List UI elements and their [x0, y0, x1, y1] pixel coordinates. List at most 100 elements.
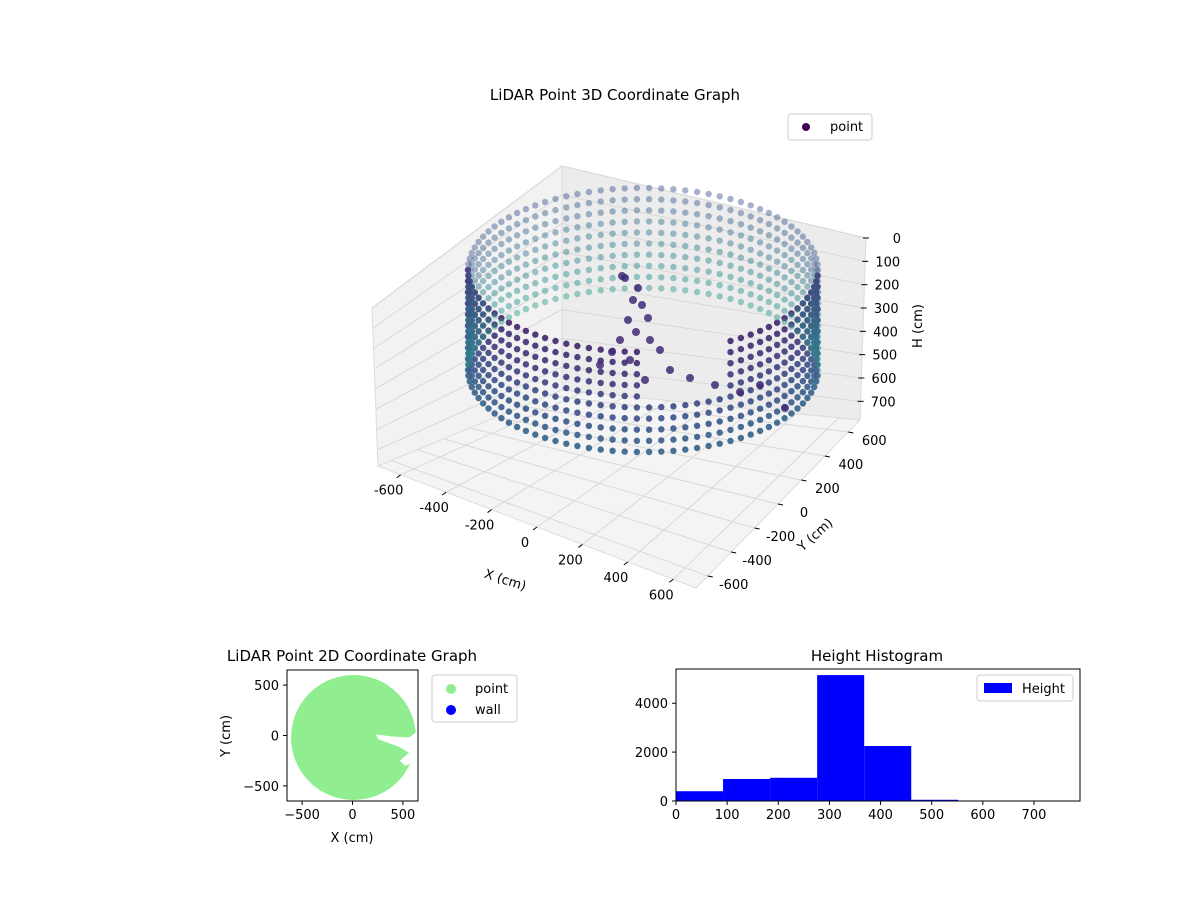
point-3d — [737, 209, 745, 217]
point-3d — [794, 295, 801, 302]
point-3d — [609, 403, 616, 410]
point-3d — [645, 415, 653, 422]
point-3d — [756, 427, 764, 435]
point-3d — [658, 448, 665, 455]
point-3d — [645, 184, 653, 192]
point-3d — [475, 383, 482, 391]
point-3d — [814, 283, 821, 290]
x-tick-label-2d: −500 — [284, 808, 320, 823]
point-3d — [645, 284, 653, 292]
point-3d — [811, 338, 818, 345]
point-3d — [705, 235, 712, 242]
point-3d — [585, 355, 593, 363]
point-3d — [682, 231, 689, 239]
point-3d — [464, 344, 472, 351]
point-3d — [693, 255, 701, 262]
point-3d — [597, 424, 604, 431]
point-3d-object — [711, 381, 719, 389]
point-3d — [552, 393, 559, 400]
point-3d — [498, 359, 505, 366]
point-3d — [788, 388, 795, 395]
point-3d — [633, 437, 641, 444]
point-3d — [479, 233, 487, 240]
point-3d — [522, 416, 530, 423]
legend-3d-box — [787, 113, 873, 141]
point-3d — [808, 345, 815, 352]
point-3d — [621, 218, 628, 225]
z-axis-label-3d: H (cm) — [911, 304, 926, 348]
y-tick-label-3d: -200 — [766, 530, 796, 545]
point-3d — [799, 377, 807, 385]
point-3d — [498, 315, 505, 322]
point-3d — [522, 383, 530, 390]
point-3d — [773, 419, 781, 426]
point-3d — [609, 414, 616, 421]
point-3d — [468, 316, 475, 323]
point-3d — [781, 263, 788, 270]
x-tick-label-3d: -400 — [419, 501, 449, 516]
point-3d — [799, 233, 807, 240]
point-3d — [716, 396, 723, 403]
point-3d — [475, 306, 482, 313]
point-3d — [765, 265, 773, 272]
point-3d — [597, 346, 604, 353]
point-3d — [574, 442, 581, 450]
legend-2d-label-point: point — [475, 682, 508, 697]
point-3d — [794, 372, 801, 379]
point-3d — [475, 327, 482, 334]
point-3d-object — [629, 296, 637, 304]
point-3d — [563, 351, 570, 358]
legend-2d: point wall — [431, 674, 518, 723]
point-3d — [670, 403, 677, 410]
point-3d — [756, 272, 764, 279]
point-3d — [574, 398, 581, 405]
point-3d — [645, 426, 653, 433]
point-3d — [658, 437, 665, 444]
point-3d — [465, 327, 472, 335]
point-3d — [532, 268, 539, 276]
z-tick-label-3d: 200 — [875, 279, 900, 294]
plot-2d: LiDAR Point 2D Coordinate Graph −500 0 500… — [219, 647, 518, 846]
point-3d — [532, 353, 539, 360]
point-3d — [645, 229, 653, 236]
point-3d — [485, 338, 492, 345]
x-tick-label-3d: 200 — [558, 553, 583, 568]
point-3d — [498, 337, 505, 344]
point-3d — [765, 309, 773, 317]
point-3d-object — [616, 336, 624, 344]
point-3d — [727, 284, 734, 292]
point-3d — [585, 266, 593, 273]
point-3d — [532, 202, 539, 209]
point-3d — [756, 228, 764, 235]
point-3d — [765, 423, 773, 431]
point-3d — [491, 245, 498, 252]
point-3d — [705, 268, 712, 275]
point-3d — [788, 332, 795, 339]
point-3d — [585, 378, 593, 385]
point-3d — [532, 302, 539, 309]
point-3d — [811, 328, 818, 335]
point-3d — [747, 409, 754, 416]
point-3d — [505, 397, 513, 404]
point-3d — [788, 256, 795, 264]
point-3d — [609, 436, 616, 443]
point-3d — [532, 409, 539, 416]
point-3d — [794, 360, 801, 368]
histogram-bar — [770, 777, 818, 801]
point-3d — [468, 294, 475, 301]
point-3d — [485, 305, 492, 312]
point-3d — [727, 437, 734, 445]
point-3d — [465, 328, 472, 335]
point-3d — [814, 327, 821, 335]
legend-3d-marker — [802, 123, 810, 131]
point-3d — [541, 198, 549, 206]
point-3d — [633, 393, 641, 400]
point-3d — [808, 389, 815, 396]
point-3d — [498, 274, 505, 281]
point-3d — [585, 222, 593, 229]
point-3d — [756, 361, 764, 368]
point-3d — [716, 237, 723, 244]
point-3d — [563, 215, 570, 222]
point-3d — [633, 207, 641, 214]
point-3d — [479, 266, 487, 274]
